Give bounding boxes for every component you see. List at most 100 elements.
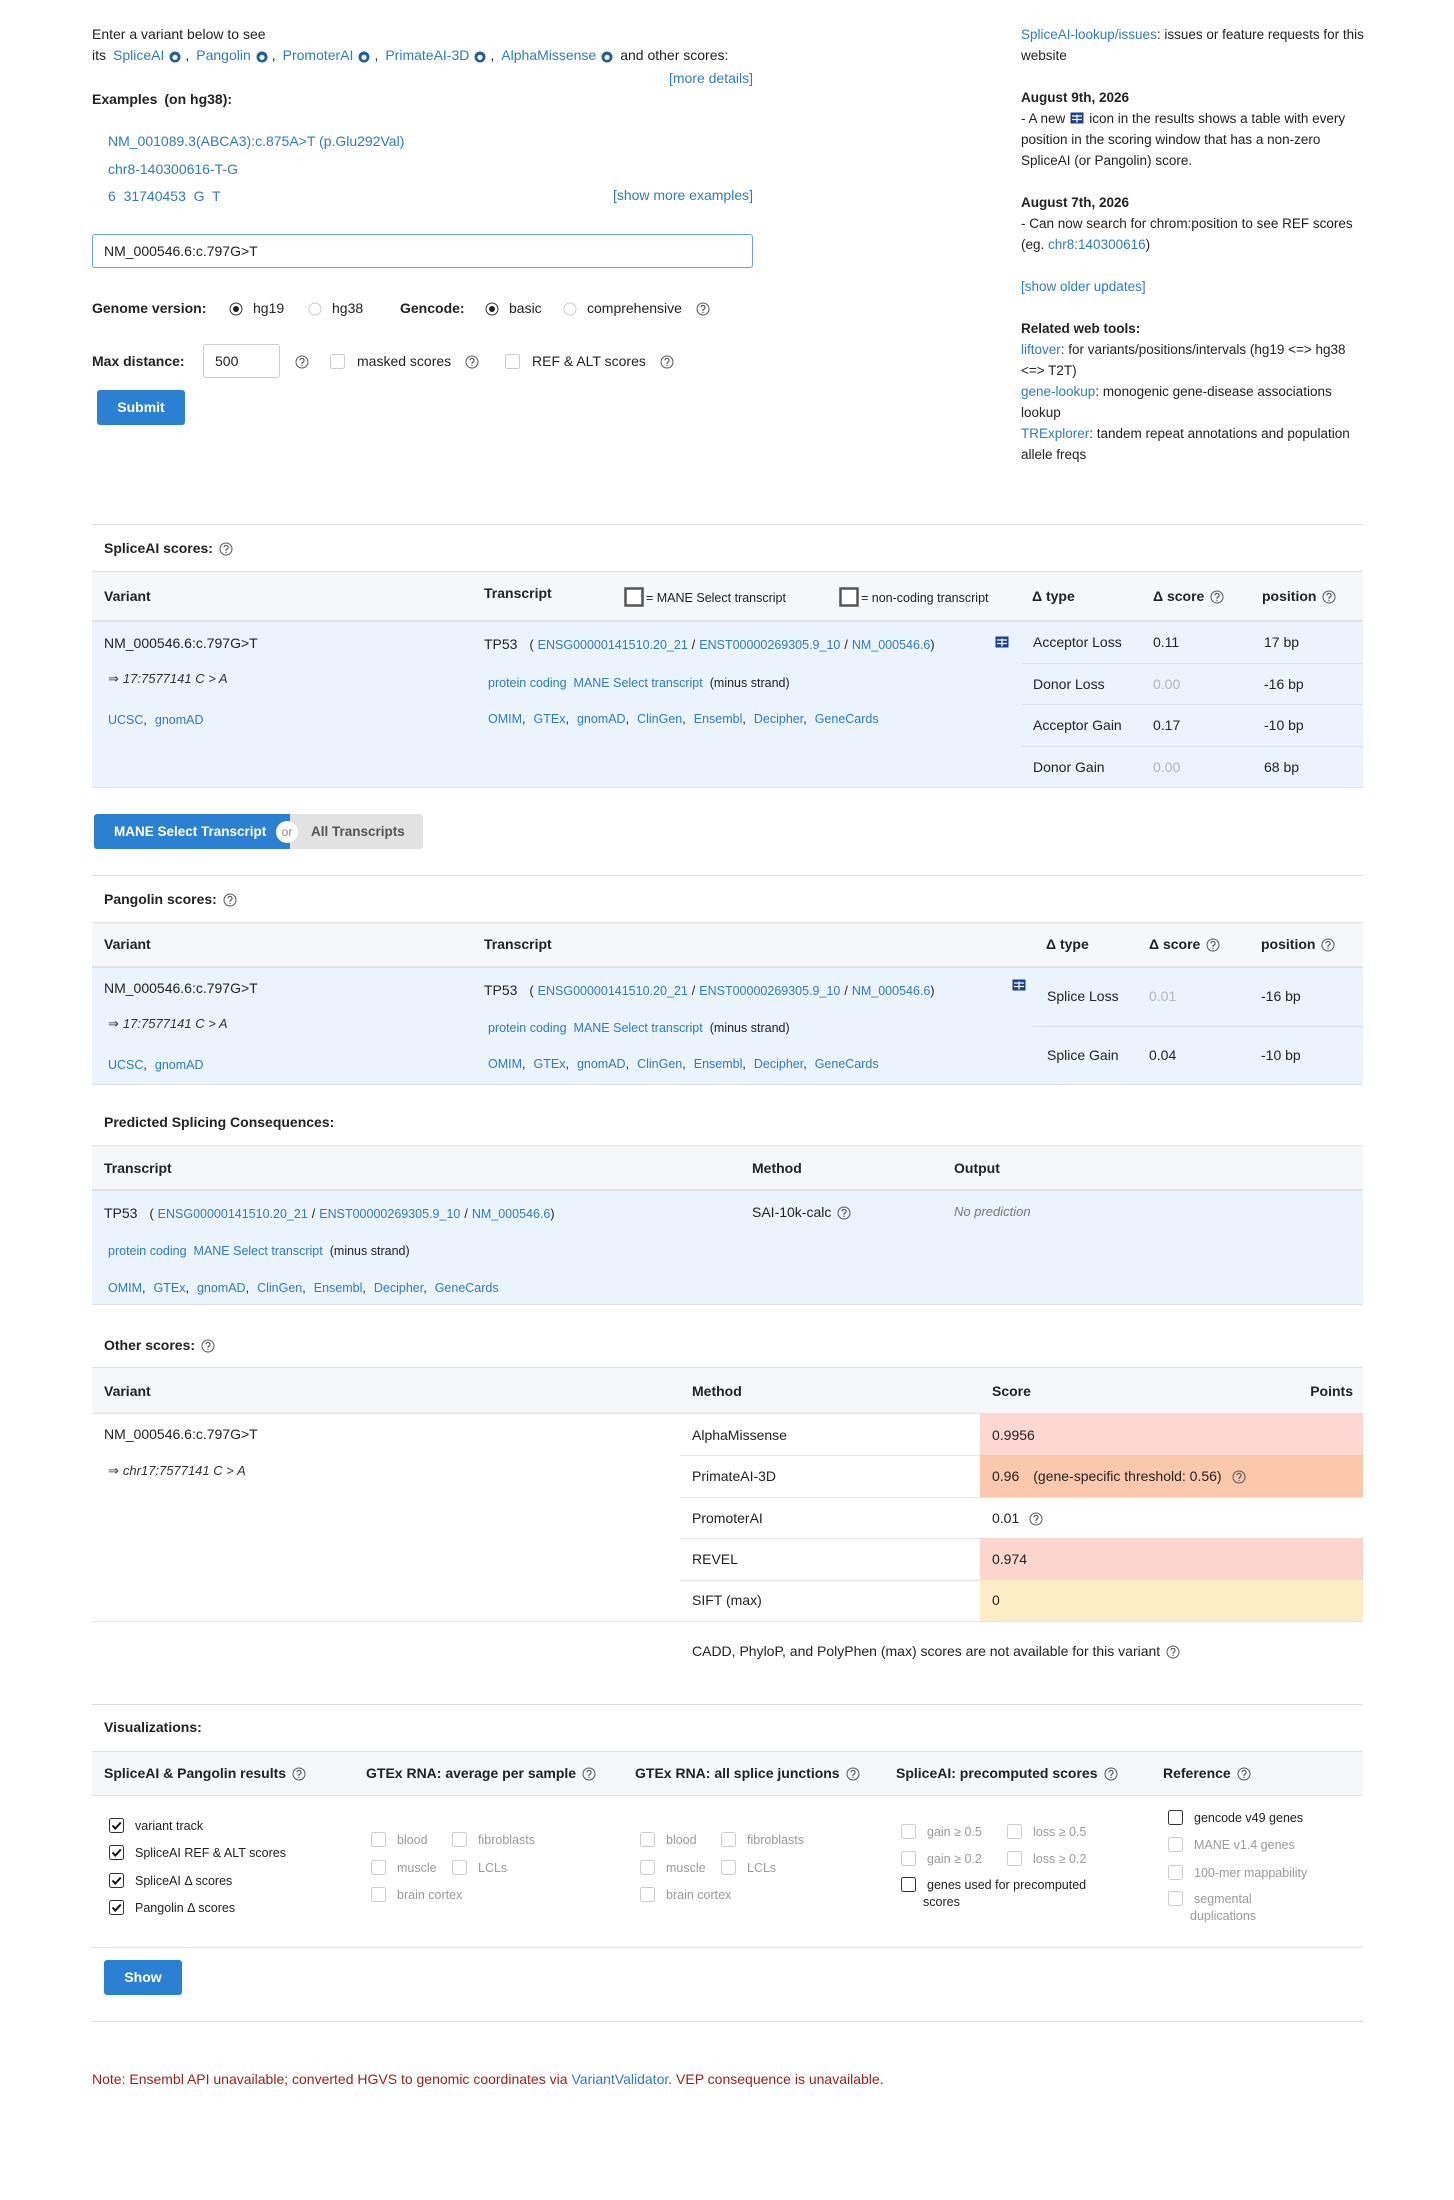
external-link[interactable]: ClinGen xyxy=(637,1057,683,1071)
checkbox-item[interactable]: blood xyxy=(635,1830,697,1849)
transcript-id-link[interactable]: NM_000546.6 xyxy=(851,984,931,998)
external-link[interactable]: gnomAD xyxy=(154,713,204,727)
external-link[interactable]: Decipher xyxy=(753,1057,804,1071)
checkbox-item[interactable]: fibroblasts xyxy=(447,1830,535,1849)
toggle-all[interactable]: All Transcripts xyxy=(290,814,423,849)
external-link[interactable]: GeneCards xyxy=(434,1281,499,1295)
transcript-id-link[interactable]: NM_000546.6 xyxy=(851,638,931,652)
mane-link[interactable]: MANE Select transcript xyxy=(193,1244,323,1258)
checkbox-item[interactable]: brain cortex xyxy=(635,1885,731,1904)
transcript-id-link[interactable]: ENSG00000141510.20_21 xyxy=(537,638,688,652)
external-link[interactable]: OMIM xyxy=(108,1281,143,1295)
max-distance-input[interactable] xyxy=(203,344,280,378)
checkbox-item[interactable]: genes used for precomputed scores xyxy=(896,1876,1123,1910)
external-link[interactable]: OMIM xyxy=(488,712,523,726)
external-link[interactable]: GTEx xyxy=(153,1281,186,1295)
separator: , xyxy=(682,1057,686,1071)
example-link[interactable]: 6 31740453 G T xyxy=(108,188,221,204)
mane-link[interactable]: MANE Select transcript xyxy=(573,1021,703,1035)
checkbox-item[interactable]: Pangolin Δ scores xyxy=(104,1898,235,1917)
form-checkbox[interactable]: REF & ALT scores xyxy=(500,352,674,370)
checkbox-item[interactable]: brain cortex xyxy=(366,1885,462,1904)
checkbox-item[interactable]: LCLs xyxy=(447,1858,507,1877)
checkbox-item[interactable]: SpliceAI REF & ALT scores xyxy=(104,1843,286,1862)
checkbox-item[interactable]: 100-mer mappability xyxy=(1163,1863,1307,1882)
form-checkbox[interactable]: masked scores xyxy=(325,352,479,370)
transcript-id-link[interactable]: ENSG00000141510.20_21 xyxy=(157,1207,308,1221)
transcript-id-link[interactable]: ENST00000269305.9_10 xyxy=(699,984,841,998)
external-link[interactable]: UCSC xyxy=(108,713,144,727)
external-link[interactable]: Ensembl xyxy=(313,1281,363,1295)
show-older-updates[interactable]: [show older updates] xyxy=(1021,279,1146,294)
checkbox-box xyxy=(371,1859,386,1875)
external-link[interactable]: gnomAD xyxy=(154,1058,204,1072)
transcript-id-link[interactable]: ENST00000269305.9_10 xyxy=(699,638,841,652)
checkbox-item[interactable]: muscle xyxy=(635,1858,706,1877)
external-link[interactable]: GTEx xyxy=(533,1057,566,1071)
toggle-mane[interactable]: MANE Select Transcript xyxy=(94,814,290,849)
checkbox-item[interactable]: MANE v1.4 genes xyxy=(1163,1835,1295,1854)
show-button[interactable]: Show xyxy=(104,1960,182,1995)
external-link[interactable]: GeneCards xyxy=(814,712,879,726)
paren: ) xyxy=(930,638,935,652)
external-link[interactable]: Ensembl xyxy=(693,1057,743,1071)
external-link[interactable]: UCSC xyxy=(108,1058,144,1072)
biotype-link[interactable]: protein coding xyxy=(108,1244,187,1258)
variant-input[interactable] xyxy=(92,234,753,268)
tool-link[interactable]: SpliceAI xyxy=(113,47,165,63)
update-link[interactable]: chr8:140300616 xyxy=(1048,237,1146,252)
radio-button xyxy=(485,302,499,316)
help-icon xyxy=(1210,590,1224,604)
transcript-id-link[interactable]: ENST00000269305.9_10 xyxy=(319,1207,461,1221)
checkbox-item[interactable]: blood xyxy=(366,1830,428,1849)
submit-button[interactable]: Submit xyxy=(97,390,185,425)
external-link[interactable]: ClinGen xyxy=(257,1281,303,1295)
external-link[interactable]: GeneCards xyxy=(814,1057,879,1071)
tool-link[interactable]: Pangolin xyxy=(196,47,251,63)
example-link[interactable]: chr8-140300616-T-G xyxy=(108,160,238,177)
gencode-option[interactable]: comprehensive xyxy=(558,299,710,317)
external-link[interactable]: Decipher xyxy=(373,1281,424,1295)
external-link[interactable]: ClinGen xyxy=(637,712,683,726)
checkbox-item[interactable]: SpliceAI Δ scores xyxy=(104,1871,232,1890)
more-details-link[interactable]: [more details] xyxy=(668,70,753,86)
external-link[interactable]: Ensembl xyxy=(693,712,743,726)
external-link[interactable]: OMIM xyxy=(488,1057,523,1071)
external-link[interactable]: gnomAD xyxy=(576,712,626,726)
external-link[interactable]: gnomAD xyxy=(576,1057,626,1071)
link-list: UCSC, gnomAD xyxy=(108,710,204,729)
checkbox-item[interactable]: loss ≥ 0.5 xyxy=(1002,1822,1086,1841)
genome-option[interactable]: hg38 xyxy=(303,299,363,317)
column-header-text: SpliceAI & Pangolin results xyxy=(104,1765,287,1781)
show-more-examples[interactable]: [show more examples] xyxy=(612,187,753,203)
checkbox-item[interactable]: gain ≥ 0.2 xyxy=(896,1849,982,1868)
external-link[interactable]: Decipher xyxy=(753,712,804,726)
checkbox-item[interactable]: LCLs xyxy=(716,1858,776,1877)
web-tool-link[interactable]: TRExplorer xyxy=(1021,426,1090,441)
separator: / xyxy=(311,1207,316,1221)
biotype-link[interactable]: protein coding xyxy=(488,676,567,690)
checkbox-item[interactable]: variant track xyxy=(104,1816,203,1835)
checkbox-item[interactable]: fibroblasts xyxy=(716,1830,804,1849)
transcript-id-link[interactable]: ENSG00000141510.20_21 xyxy=(537,984,688,998)
mane-link[interactable]: MANE Select transcript xyxy=(573,676,703,690)
tool-link[interactable]: PrimateAI-3D xyxy=(385,47,470,63)
transcript-id-link[interactable]: NM_000546.6 xyxy=(471,1207,551,1221)
checkbox-item[interactable]: loss ≥ 0.2 xyxy=(1002,1849,1086,1868)
external-link[interactable]: GTEx xyxy=(533,712,566,726)
checkbox-item[interactable]: gain ≥ 0.5 xyxy=(896,1822,982,1841)
checkbox-item[interactable]: segmental duplications xyxy=(1163,1890,1310,1924)
footer-link[interactable]: VariantValidator xyxy=(571,2071,669,2087)
checkbox-item[interactable]: gencode v49 genes xyxy=(1163,1808,1303,1827)
tool-link[interactable]: PromoterAI xyxy=(282,47,354,63)
tool-link[interactable]: AlphaMissense xyxy=(501,47,597,63)
gencode-option[interactable]: basic xyxy=(480,299,542,317)
web-tool-link[interactable]: liftover xyxy=(1021,342,1061,357)
issues-link[interactable]: SpliceAI-lookup/issues xyxy=(1021,27,1157,42)
checkbox-item[interactable]: muscle xyxy=(366,1858,437,1877)
web-tool-link[interactable]: gene-lookup xyxy=(1021,384,1096,399)
genome-option[interactable]: hg19 xyxy=(224,299,284,317)
external-link[interactable]: gnomAD xyxy=(196,1281,246,1295)
biotype-link[interactable]: protein coding xyxy=(488,1021,567,1035)
example-link[interactable]: NM_001089.3(ABCA3):c.875A>T (p.Glu292Val… xyxy=(108,133,405,149)
